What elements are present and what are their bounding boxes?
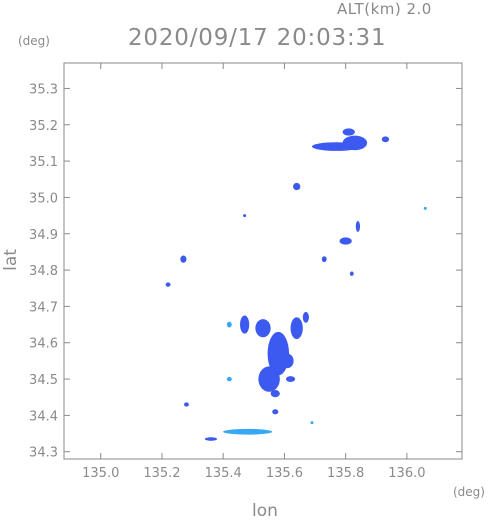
echo-cell — [270, 389, 280, 398]
echo-cell — [342, 128, 355, 136]
echo-cell — [180, 255, 187, 263]
echo-cell — [290, 317, 303, 340]
echo-cell — [321, 256, 327, 263]
x-tick-label: 135.4 — [205, 466, 242, 481]
echo-cells — [165, 128, 427, 441]
echo-cell — [243, 214, 247, 218]
echo-cell — [240, 315, 250, 334]
y-tick-label: 35.0 — [29, 191, 58, 206]
y-tick-label: 34.5 — [29, 373, 58, 388]
axis-ticks: 135.0 135.2 135.4 135.6 135.8 136.0 34.3 34.4 34… — [29, 63, 462, 481]
y-tick-label: 34.7 — [29, 300, 58, 315]
echo-cell — [349, 271, 354, 276]
chart-title-timestamp: 2020/09/17 20:03:31 — [128, 25, 387, 51]
y-tick-label: 34.4 — [29, 409, 58, 424]
echo-cell — [355, 221, 361, 232]
y-axis-unit: (deg) — [18, 34, 50, 48]
echo-cell — [184, 402, 189, 407]
x-tick-label: 135.2 — [143, 466, 180, 481]
echo-cell — [302, 311, 309, 323]
echo-cell — [165, 282, 171, 287]
x-tick-label: 135.0 — [82, 466, 119, 481]
echo-cell — [226, 321, 232, 328]
echo-cell — [204, 437, 218, 441]
echo-cell — [255, 319, 271, 338]
echo-cell — [293, 182, 301, 191]
x-tick-label: 136.0 — [388, 466, 425, 481]
y-tick-label: 35.3 — [29, 82, 58, 97]
echo-cell — [342, 135, 368, 151]
y-tick-label: 34.3 — [29, 446, 58, 461]
x-axis-unit: (deg) — [453, 485, 485, 499]
y-tick-label: 34.9 — [29, 228, 58, 243]
y-tick-label: 35.2 — [29, 119, 58, 134]
echo-cell — [223, 428, 273, 435]
plot-frame — [63, 62, 463, 460]
echo-cell — [258, 366, 280, 392]
echo-cell — [272, 409, 279, 415]
x-axis-label: lon — [252, 501, 278, 521]
y-tick-label: 34.8 — [29, 264, 58, 279]
echo-cell — [339, 237, 352, 245]
echo-cell — [381, 136, 390, 143]
y-tick-label: 34.6 — [29, 337, 58, 352]
y-tick-label: 35.1 — [29, 155, 58, 170]
echo-cell — [423, 206, 427, 210]
echo-cell — [226, 376, 232, 382]
x-tick-label: 135.8 — [327, 466, 364, 481]
x-tick-label: 135.6 — [266, 466, 303, 481]
echo-cell — [310, 421, 314, 425]
echo-cell — [281, 353, 294, 369]
echo-cell — [285, 376, 296, 382]
altitude-label: ALT(km) 2.0 — [337, 0, 432, 18]
